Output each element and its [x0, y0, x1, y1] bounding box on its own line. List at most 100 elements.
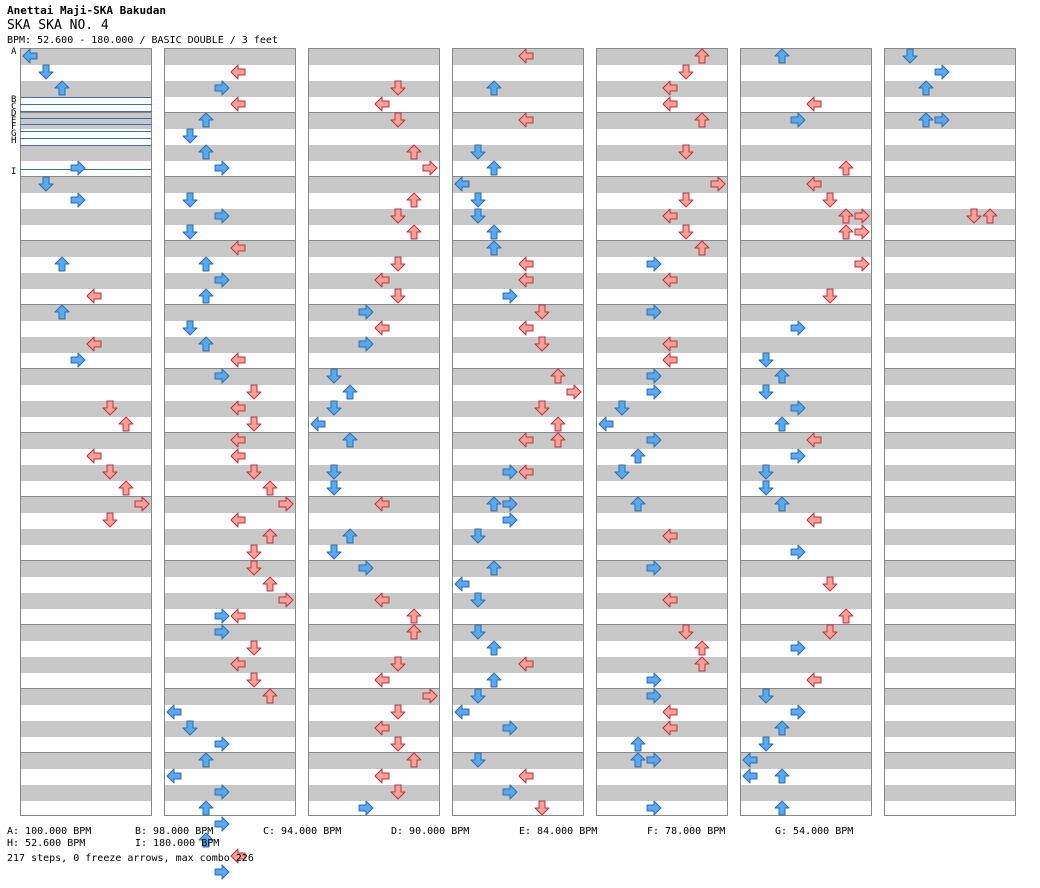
p1-right-arrow-icon [790, 320, 806, 336]
measure-line [741, 688, 871, 689]
p1-right-arrow-icon [790, 400, 806, 416]
legend-bpm-c: C: 94.000 BPM [263, 826, 342, 837]
p1-down-arrow-icon [470, 624, 486, 640]
p2-left-arrow-icon [518, 320, 534, 336]
measure-line [21, 176, 151, 177]
measure-line [597, 304, 727, 305]
p2-right-arrow-icon [422, 688, 438, 704]
p1-right-arrow-icon [214, 624, 230, 640]
p2-left-arrow-icon [518, 464, 534, 480]
p2-down-arrow-icon [246, 640, 262, 656]
p2-left-arrow-icon [806, 672, 822, 688]
legend-bpm-d: D: 90.000 BPM [391, 826, 470, 837]
p1-right-arrow-icon [646, 688, 662, 704]
measure-line [453, 624, 583, 625]
p2-up-arrow-icon [550, 368, 566, 384]
p1-left-arrow-icon [166, 768, 182, 784]
bpm-change-line [20, 131, 152, 132]
p1-up-arrow-icon [630, 736, 646, 752]
p1-right-arrow-icon [358, 800, 374, 816]
p2-left-arrow-icon [662, 208, 678, 224]
measure-line [885, 752, 1015, 753]
p1-up-arrow-icon [54, 80, 70, 96]
p2-down-arrow-icon [390, 656, 406, 672]
p2-left-arrow-icon [662, 528, 678, 544]
p2-left-arrow-icon [230, 512, 246, 528]
p2-right-arrow-icon [854, 224, 870, 240]
measure-line [165, 368, 295, 369]
p1-right-arrow-icon [790, 704, 806, 720]
p2-left-arrow-icon [230, 848, 246, 864]
p1-up-arrow-icon [486, 160, 502, 176]
p2-left-arrow-icon [662, 336, 678, 352]
bpm-summary: BPM: 52.600 - 180.000 / BASIC DOUBLE / 3… [7, 35, 278, 46]
chart-column [740, 48, 872, 816]
measure-line [309, 112, 439, 113]
p2-right-arrow-icon [854, 208, 870, 224]
measure-line [597, 112, 727, 113]
measure-line [309, 688, 439, 689]
p1-up-arrow-icon [486, 672, 502, 688]
measure-line [597, 176, 727, 177]
measure-line [885, 368, 1015, 369]
p2-down-arrow-icon [390, 704, 406, 720]
measure-line [597, 496, 727, 497]
measure-line [885, 688, 1015, 689]
p1-up-arrow-icon [198, 832, 214, 848]
p2-left-arrow-icon [374, 768, 390, 784]
p1-up-arrow-icon [630, 752, 646, 768]
p2-left-arrow-icon [230, 448, 246, 464]
p2-down-arrow-icon [246, 560, 262, 576]
p1-right-arrow-icon [790, 640, 806, 656]
p2-down-arrow-icon [246, 544, 262, 560]
p1-up-arrow-icon [342, 432, 358, 448]
measure-line [21, 112, 151, 113]
p2-left-arrow-icon [230, 432, 246, 448]
p2-down-arrow-icon [246, 384, 262, 400]
p2-left-arrow-icon [230, 608, 246, 624]
measure-line [165, 112, 295, 113]
p1-right-arrow-icon [358, 304, 374, 320]
measure-line [165, 624, 295, 625]
measure-line [309, 752, 439, 753]
p1-up-arrow-icon [774, 720, 790, 736]
p2-up-arrow-icon [694, 112, 710, 128]
step-stats: 217 steps, 0 freeze arrows, max combo 22… [7, 853, 254, 864]
p2-up-arrow-icon [982, 208, 998, 224]
measure-line [885, 176, 1015, 177]
measure-line [741, 304, 871, 305]
bpm-marker-label: C [11, 102, 17, 112]
p1-right-arrow-icon [646, 672, 662, 688]
p1-right-arrow-icon [214, 160, 230, 176]
p2-down-arrow-icon [678, 224, 694, 240]
p1-up-arrow-icon [774, 800, 790, 816]
p2-down-arrow-icon [390, 112, 406, 128]
p2-down-arrow-icon [102, 512, 118, 528]
bpm-marker-label: I [11, 167, 17, 177]
p2-down-arrow-icon [102, 400, 118, 416]
p1-up-arrow-icon [774, 496, 790, 512]
p1-down-arrow-icon [182, 320, 198, 336]
p2-down-arrow-icon [822, 624, 838, 640]
measure-line [597, 368, 727, 369]
p2-down-arrow-icon [966, 208, 982, 224]
p1-up-arrow-icon [630, 496, 646, 512]
p1-right-arrow-icon [358, 560, 374, 576]
p1-down-arrow-icon [902, 48, 918, 64]
measure-line [885, 624, 1015, 625]
measure-line [309, 560, 439, 561]
measure-line [21, 752, 151, 753]
p1-right-arrow-icon [214, 816, 230, 832]
p2-left-arrow-icon [230, 656, 246, 672]
measure-line [165, 176, 295, 177]
measure-line [21, 432, 151, 433]
measure-line [453, 560, 583, 561]
measure-line [21, 560, 151, 561]
p2-right-arrow-icon [710, 176, 726, 192]
measure-line [309, 624, 439, 625]
p1-right-arrow-icon [502, 464, 518, 480]
p2-left-arrow-icon [86, 336, 102, 352]
p1-right-arrow-icon [646, 752, 662, 768]
p1-right-arrow-icon [790, 448, 806, 464]
p1-up-arrow-icon [342, 384, 358, 400]
